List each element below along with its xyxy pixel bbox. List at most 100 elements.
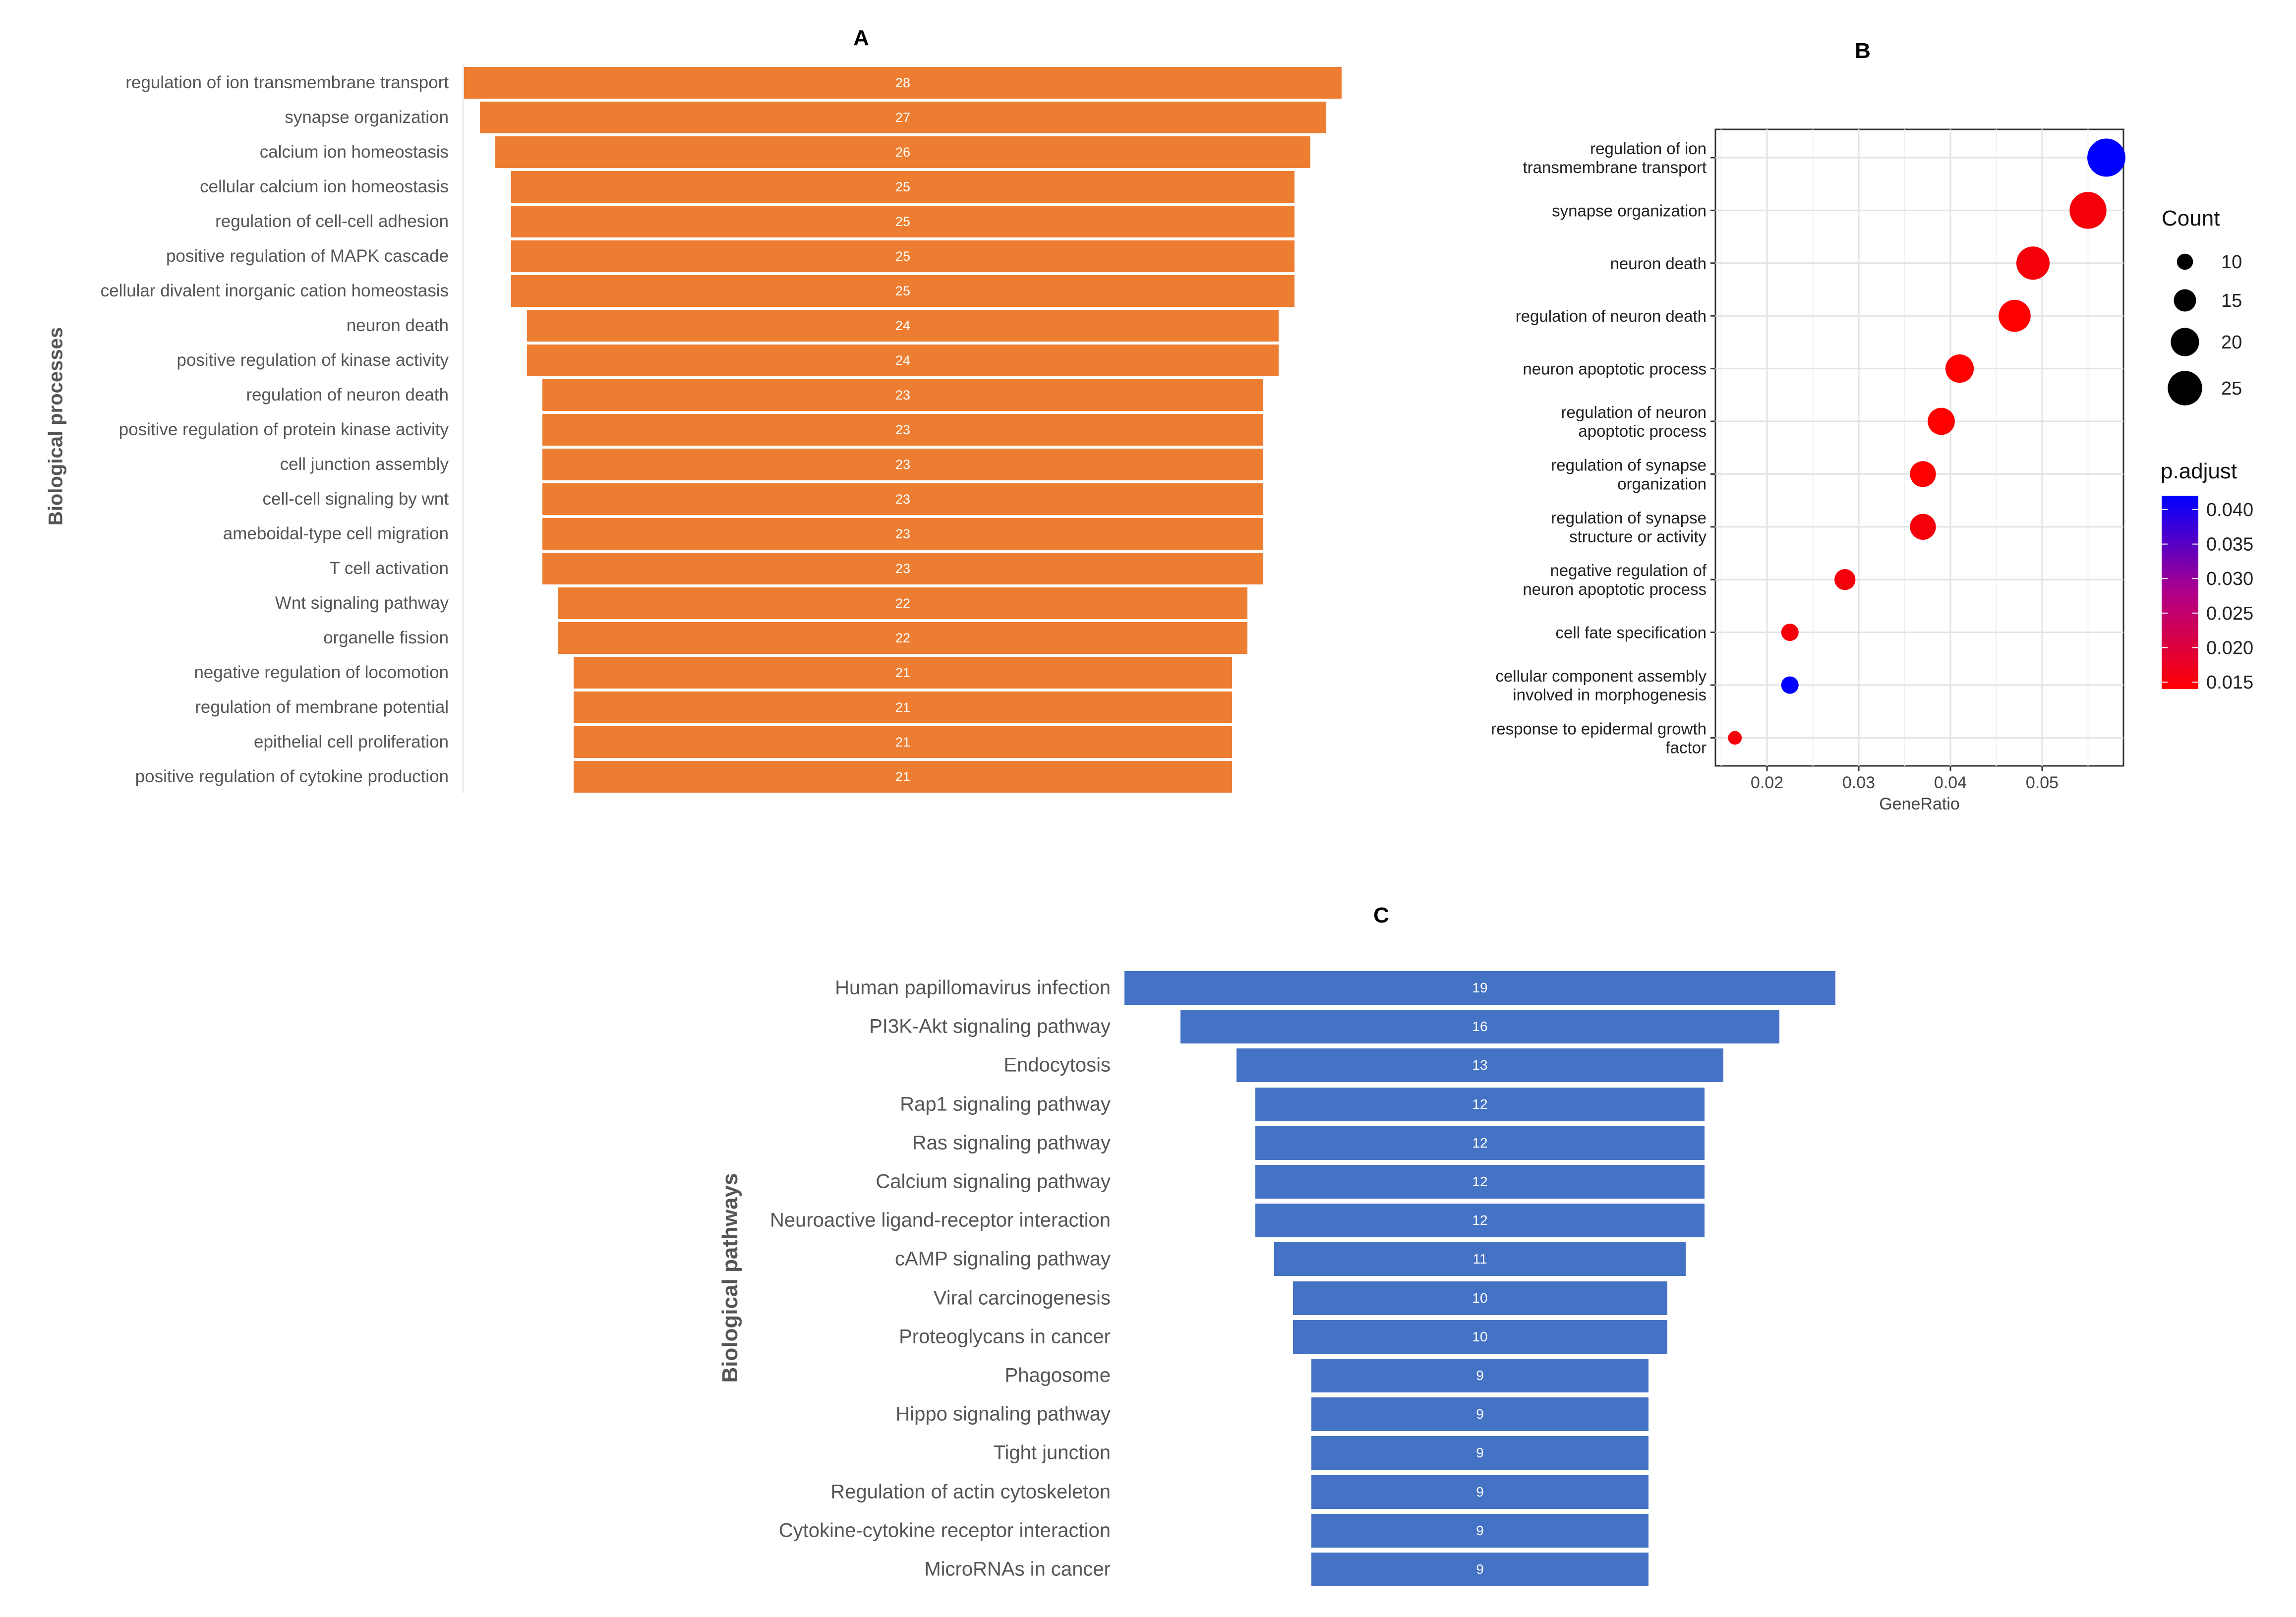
bar-value-label: 22 (895, 595, 911, 611)
bar-value-label: 25 (895, 248, 911, 264)
count-legend-label: 25 (2221, 378, 2242, 399)
category-label: regulation of membrane potential (195, 697, 449, 717)
bar-value-label: 19 (1472, 980, 1488, 995)
category-label: regulation of cell-cell adhesion (215, 212, 449, 231)
plot-panel (1714, 128, 2124, 767)
category-label: Calcium signaling pathway (876, 1170, 1111, 1193)
x-tick-label: 0.04 (1934, 773, 1967, 792)
category-label: Phagosome (1004, 1364, 1111, 1386)
bar: 9 (1311, 1436, 1648, 1470)
bar: 23 (542, 518, 1263, 550)
category-label: Regulation of actin cytoskeleton (830, 1481, 1111, 1503)
category-label: synapse organization (285, 108, 449, 127)
y-tick-label: cell fate specification (1556, 624, 1707, 642)
bar-value-label: 21 (895, 699, 910, 715)
panel-a-y-axis-label: Biological processes (45, 327, 67, 526)
x-tick-label: 0.03 (1842, 773, 1875, 792)
bar: 25 (511, 275, 1295, 307)
count-legend-dot (2168, 371, 2202, 405)
panel-b-title: B (1855, 39, 1871, 63)
y-tick-label: regulation of ion transmembrane transport (1523, 139, 1707, 176)
bar-value-label: 12 (1472, 1096, 1488, 1112)
bar: 21 (574, 726, 1232, 758)
bar-value-label: 23 (895, 422, 910, 437)
bar-value-label: 21 (895, 769, 910, 784)
bar: 13 (1236, 1048, 1723, 1083)
bar-value-label: 22 (895, 630, 911, 645)
category-label: positive regulation of kinase activity (177, 350, 449, 370)
bar: 9 (1311, 1359, 1648, 1392)
data-point (1728, 731, 1742, 745)
category-label: positive regulation of cytokine producti… (135, 767, 449, 786)
bar-value-label: 24 (895, 352, 911, 368)
category-label: organelle fission (323, 628, 449, 647)
data-point (1928, 407, 1955, 435)
bar-value-label: 11 (1472, 1251, 1487, 1267)
bar: 19 (1124, 971, 1836, 1005)
count-legend-title: Count (2162, 206, 2220, 231)
colorbar-label: 0.020 (2206, 637, 2253, 658)
bar: 23 (542, 553, 1263, 584)
bar: 12 (1255, 1126, 1705, 1160)
bar-value-label: 9 (1476, 1561, 1484, 1577)
category-label: Proteoglycans in cancer (899, 1326, 1111, 1348)
data-point (1910, 514, 1936, 540)
y-tick-label: synapse organization (1552, 201, 1707, 220)
bar: 23 (542, 414, 1263, 446)
bar-value-label: 23 (895, 387, 910, 403)
category-label: Hippo signaling pathway (895, 1403, 1111, 1425)
count-legend-label: 15 (2221, 290, 2242, 311)
panel-c-y-axis-label: Biological pathways (718, 1173, 742, 1383)
data-point (1910, 461, 1936, 487)
data-point (1999, 299, 2031, 332)
bar: 24 (527, 345, 1279, 376)
count-legend-label: 20 (2221, 332, 2242, 353)
bar-value-label: 23 (895, 526, 910, 541)
category-label: T cell activation (329, 559, 449, 578)
bar-value-label: 24 (895, 318, 911, 333)
bar: 12 (1255, 1087, 1705, 1121)
panel-a-title: A (853, 26, 869, 50)
bar: 25 (511, 171, 1295, 203)
bar-value-label: 9 (1476, 1484, 1484, 1500)
category-label: Cytokine-cytokine receptor interaction (778, 1519, 1111, 1542)
y-tick-label: neuron apoptotic process (1523, 360, 1707, 378)
bar: 9 (1311, 1513, 1648, 1548)
x-tick-label: 0.05 (2026, 773, 2059, 792)
y-tick-label: regulation of synapse organization (1551, 456, 1707, 493)
bar: 25 (511, 206, 1295, 237)
bar-value-label: 9 (1476, 1406, 1484, 1422)
data-point (1945, 354, 1974, 383)
panel-a-axis-line (463, 64, 464, 793)
category-label: Wnt signaling pathway (275, 593, 449, 613)
category-label: cell-cell signaling by wnt (262, 489, 449, 509)
bar-value-label: 21 (895, 734, 910, 750)
category-label: regulation of neuron death (246, 385, 449, 404)
colorbar-label: 0.035 (2206, 534, 2253, 555)
bar: 9 (1311, 1553, 1648, 1586)
bar: 21 (574, 692, 1232, 723)
colorbar-label: 0.025 (2206, 603, 2253, 624)
y-tick-label: regulation of neuron death (1516, 307, 1707, 325)
bar: 11 (1274, 1242, 1686, 1276)
category-label: epithelial cell proliferation (254, 732, 449, 751)
bar-value-label: 23 (895, 457, 910, 472)
data-point (2016, 246, 2050, 280)
category-label: Neuroactive ligand-receptor interaction (769, 1209, 1111, 1231)
data-point (1781, 624, 1799, 641)
data-point (1834, 569, 1856, 590)
bar: 16 (1180, 1010, 1779, 1044)
category-label: Ras signaling pathway (912, 1132, 1111, 1154)
bar: 10 (1293, 1281, 1667, 1315)
bar: 10 (1293, 1320, 1667, 1354)
count-legend-dot (2174, 289, 2196, 312)
panel-c-title: C (1373, 903, 1389, 927)
category-label: positive regulation of MAPK cascade (166, 246, 449, 266)
bar: 23 (542, 449, 1263, 480)
bar-value-label: 28 (895, 75, 910, 90)
bar: 9 (1311, 1397, 1648, 1432)
bar: 25 (511, 240, 1295, 272)
bar-value-label: 25 (895, 283, 911, 298)
y-tick-label: response to epidermal growth factor (1491, 719, 1707, 756)
panel-b-plot: 0.02 0.03 0.04 0.05 GeneRatio regulation of i… (1491, 128, 2253, 813)
